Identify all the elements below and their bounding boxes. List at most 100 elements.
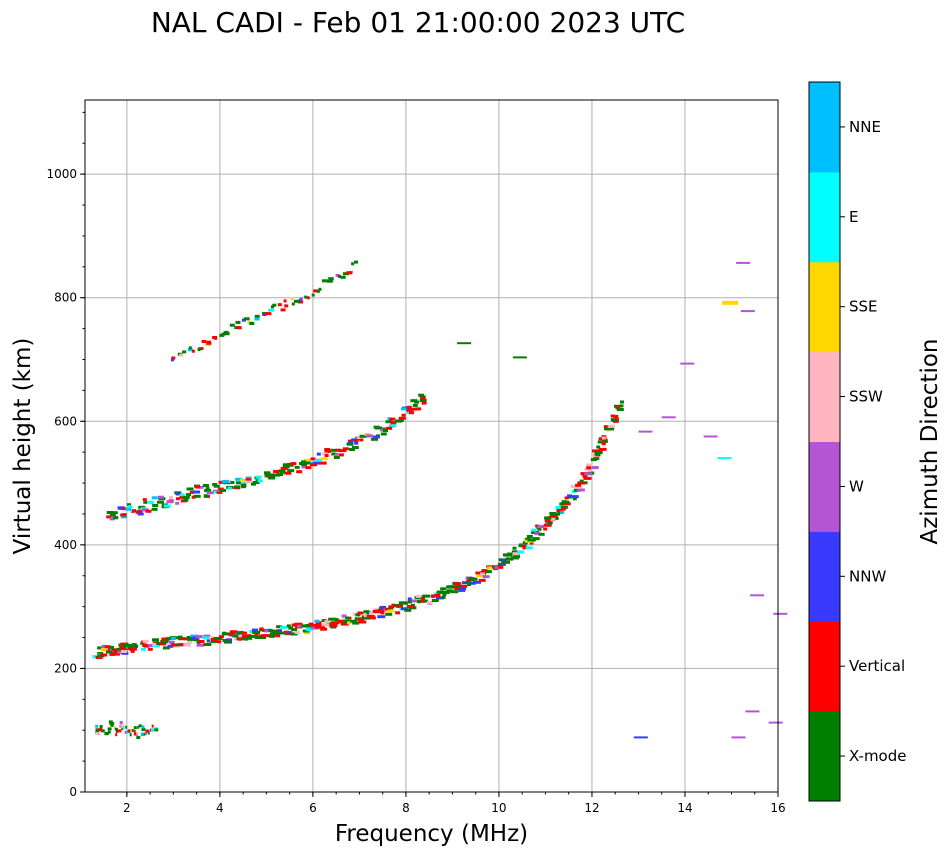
echo-mark [219, 333, 225, 337]
echo-mark [101, 647, 108, 651]
echo-mark [130, 728, 134, 732]
echo-mark [591, 466, 599, 470]
echo-mark [638, 430, 653, 433]
echo-mark [431, 599, 439, 602]
echo-mark [564, 500, 570, 504]
echo-mark [338, 453, 344, 457]
echo-mark [345, 271, 352, 275]
echo-mark [633, 736, 648, 739]
echo-mark [401, 413, 406, 417]
echo-mark [124, 644, 133, 647]
echo-mark [576, 488, 585, 492]
echo-mark [572, 497, 577, 501]
echo-mark [162, 646, 170, 650]
echo-mark [120, 650, 127, 653]
colorbar-label: W [849, 477, 864, 495]
echo-mark [213, 484, 220, 488]
echo-mark [117, 650, 125, 654]
echo-mark [341, 614, 347, 618]
echo-mark [254, 636, 262, 639]
chart-title: NAL CADI - Feb 01 21:00:00 2023 UTC [151, 6, 685, 39]
echo-mark [280, 308, 286, 312]
echo-mark [306, 296, 310, 300]
echo-mark [549, 514, 558, 518]
echo-mark [252, 631, 261, 634]
echo-mark [395, 611, 401, 615]
echo-mark [148, 644, 155, 647]
echo-mark [518, 544, 524, 548]
echo-mark [296, 470, 303, 474]
echo-mark [308, 622, 314, 626]
echo-mark [99, 725, 103, 728]
echo-mark [573, 488, 580, 492]
echo-mark [561, 500, 567, 504]
colorbar-label: NNW [849, 567, 886, 585]
echo-mark [306, 628, 312, 632]
echo-mark [372, 435, 380, 439]
echo-mark [264, 471, 269, 475]
echo-mark [99, 728, 103, 731]
echo-mark [290, 462, 297, 466]
echo-mark [151, 496, 158, 500]
echo-mark [377, 615, 386, 619]
echo-mark [500, 562, 505, 566]
echo-mark [107, 727, 112, 731]
echo-mark [586, 466, 592, 470]
echo-mark [386, 426, 393, 430]
echo-mark [95, 728, 100, 732]
echo-mark [113, 516, 119, 520]
echo-mark [144, 644, 150, 648]
echo-mark [420, 598, 425, 601]
echo-mark [159, 642, 167, 646]
echo-mark [106, 511, 114, 514]
echo-mark [120, 724, 125, 728]
echo-mark [226, 638, 233, 642]
echo-mark [121, 507, 126, 511]
echo-mark [290, 297, 294, 301]
echo-mark [731, 736, 746, 739]
echo-mark [107, 730, 111, 734]
echo-mark [459, 587, 467, 591]
echo-mark [383, 429, 388, 433]
echo-mark [243, 317, 250, 321]
echo-mark [610, 414, 615, 418]
echo-mark [120, 515, 127, 519]
echo-mark [161, 637, 170, 641]
echo-mark [501, 558, 507, 562]
echo-mark [330, 625, 337, 629]
echo-mark [380, 609, 385, 613]
echo-mark [334, 452, 339, 456]
echo-mark [411, 605, 415, 609]
echo-mark [517, 550, 525, 554]
echo-mark [335, 273, 340, 277]
echo-mark [105, 650, 112, 654]
echo-mark [485, 570, 492, 574]
echo-mark [136, 736, 141, 739]
colorbar-swatch [809, 261, 840, 353]
echo-mark [193, 490, 200, 494]
echo-mark [154, 728, 159, 732]
echo-mark [307, 624, 314, 628]
echo-mark [97, 646, 104, 650]
echo-mark [156, 500, 164, 504]
echo-mark [252, 628, 258, 632]
echo-mark [262, 313, 267, 316]
echo-mark [538, 532, 545, 536]
echo-mark [224, 640, 232, 644]
echo-mark [110, 645, 115, 649]
echo-mark [349, 448, 355, 451]
echo-mark [400, 407, 407, 411]
echo-mark [348, 439, 353, 443]
echo-mark [125, 507, 132, 511]
echo-mark [130, 649, 135, 653]
echo-mark [198, 640, 205, 643]
echo-mark [603, 427, 611, 431]
echo-mark [347, 616, 352, 620]
echo-mark [407, 405, 412, 409]
echo-mark [607, 424, 615, 428]
echo-mark [461, 581, 469, 585]
echo-mark [351, 438, 357, 442]
echo-mark [430, 594, 435, 598]
echo-mark [188, 346, 192, 350]
